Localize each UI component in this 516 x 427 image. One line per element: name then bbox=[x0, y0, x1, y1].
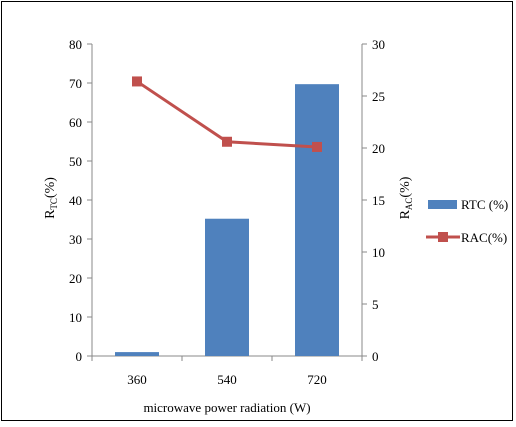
right-axis-ticks: 0 5 10 15 20 25 30 bbox=[362, 37, 385, 364]
legend-marker-rac bbox=[438, 232, 448, 242]
marker-rac bbox=[312, 141, 322, 152]
right-axis-label: RAC(%) bbox=[398, 176, 414, 219]
right-tick-label: 15 bbox=[372, 193, 385, 208]
left-tick-label: 80 bbox=[69, 37, 82, 52]
left-axis-ticks: 0 10 20 30 40 50 60 70 80 bbox=[69, 37, 92, 364]
legend-label-rtc: RTC (%) bbox=[461, 197, 508, 212]
right-tick-label: 5 bbox=[372, 297, 379, 312]
marker-rac bbox=[132, 76, 142, 87]
left-tick-label: 60 bbox=[69, 115, 82, 130]
chart-frame: 0 10 20 30 40 50 60 70 80 0 5 10 15 20 25 30 360 540 720… bbox=[1, 1, 513, 421]
left-tick-label: 10 bbox=[69, 310, 82, 325]
left-tick-label: 0 bbox=[76, 349, 83, 364]
left-tick-label: 40 bbox=[69, 193, 82, 208]
left-tick-label: 20 bbox=[69, 271, 82, 286]
right-tick-label: 10 bbox=[372, 245, 385, 260]
legend-label-rac: RAC(%) bbox=[461, 230, 507, 245]
x-tick-label: 360 bbox=[127, 372, 147, 387]
bar-rtc bbox=[205, 218, 249, 356]
left-tick-label: 70 bbox=[69, 76, 82, 91]
right-tick-label: 20 bbox=[372, 141, 385, 156]
right-tick-label: 30 bbox=[372, 37, 385, 52]
bars bbox=[115, 84, 339, 357]
right-tick-label: 0 bbox=[372, 349, 379, 364]
line-series bbox=[132, 76, 322, 152]
left-axis-label: RTC(%) bbox=[43, 177, 59, 219]
x-tick-label: 720 bbox=[307, 372, 327, 387]
x-tick-label: 540 bbox=[217, 372, 237, 387]
chart: 0 10 20 30 40 50 60 70 80 0 5 10 15 20 25 30 360 540 720… bbox=[43, 37, 508, 415]
right-tick-label: 25 bbox=[372, 89, 385, 104]
marker-rac bbox=[222, 136, 232, 147]
legend: RTC (%) RAC(%) bbox=[426, 197, 508, 245]
x-axis-ticks: 360 540 720 bbox=[91, 356, 363, 387]
x-axis-label: microwave power radiation (W) bbox=[143, 400, 310, 415]
left-tick-label: 30 bbox=[69, 232, 82, 247]
legend-swatch-rtc bbox=[428, 200, 457, 209]
bar-rtc bbox=[115, 352, 159, 356]
left-tick-label: 50 bbox=[69, 154, 82, 169]
bar-rtc bbox=[295, 84, 339, 357]
